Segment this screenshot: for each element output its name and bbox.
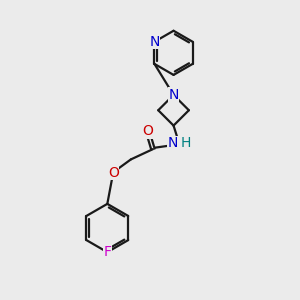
Text: F: F: [103, 245, 111, 259]
Text: O: O: [142, 124, 153, 138]
Text: N: N: [168, 88, 179, 102]
Text: O: O: [108, 166, 118, 180]
Text: N: N: [149, 35, 160, 49]
Text: N: N: [167, 136, 178, 150]
Text: H: H: [181, 136, 191, 150]
